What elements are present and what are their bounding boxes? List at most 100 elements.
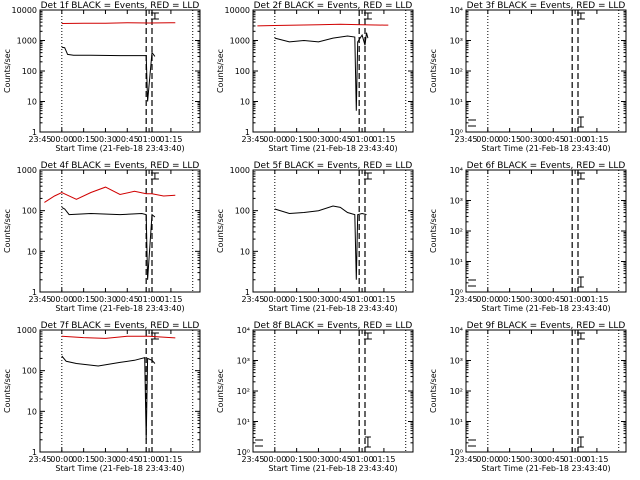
- edge-marker: [468, 279, 476, 287]
- x-tick-label: 01:15: [585, 295, 608, 304]
- x-tick-label: 23:45: [454, 455, 477, 464]
- panel-title: Det 6f BLACK = Events, RED = LLD: [467, 161, 626, 171]
- panel-9: Det 9f BLACK = Events, RED = LLD23:4500:…: [429, 321, 627, 473]
- plot-frame: [252, 9, 414, 133]
- edge-marker: [577, 436, 584, 448]
- bracket-marker: [576, 172, 585, 180]
- x-tick-label: 00:30: [520, 295, 543, 304]
- plot-frame: [39, 169, 201, 293]
- y-axis-label: Counts/sec: [216, 49, 225, 93]
- plot-frame: [252, 329, 414, 453]
- x-tick-label: 00:00: [263, 135, 286, 144]
- x-tick-label: 01:15: [159, 295, 182, 304]
- x-tick-label: 01:00: [351, 295, 374, 304]
- y-tick-label: 10²: [450, 67, 463, 76]
- x-tick-label: 00:15: [285, 455, 308, 464]
- x-tick-label: 23:45: [28, 135, 51, 144]
- x-tick-label: 00:45: [542, 455, 565, 464]
- plot-frame: [39, 329, 201, 453]
- y-axis-label: Counts/sec: [3, 49, 12, 93]
- y-tick-label: 1: [245, 128, 250, 137]
- y-tick-label: 100: [235, 67, 250, 76]
- bracket-marker: [363, 332, 372, 340]
- x-tick-label: 01:00: [138, 455, 161, 464]
- x-tick-label: 00:00: [476, 455, 499, 464]
- y-tick-label: 10⁰: [450, 288, 463, 297]
- panel-2: Det 2f BLACK = Events, RED = LLD23:4500:…: [216, 1, 414, 153]
- x-tick-label: 23:45: [241, 295, 264, 304]
- y-tick-label: 100: [22, 67, 37, 76]
- x-tick-label: 01:00: [564, 295, 587, 304]
- x-tick-label: 00:45: [542, 135, 565, 144]
- x-tick-label: 01:15: [159, 455, 182, 464]
- x-tick-label: 00:45: [116, 455, 139, 464]
- x-tick-label: 00:30: [307, 455, 330, 464]
- x-tick-label: 00:00: [50, 455, 73, 464]
- x-tick-label: 00:15: [285, 295, 308, 304]
- plot-frame: [465, 169, 627, 293]
- y-tick-label: 1: [32, 448, 37, 457]
- panel-title: Det 5f BLACK = Events, RED = LLD: [254, 161, 413, 171]
- plot-frame: [252, 169, 414, 293]
- x-tick-label: 00:15: [285, 135, 308, 144]
- x-tick-label: 00:30: [94, 455, 117, 464]
- y-axis-label: Counts/sec: [3, 209, 12, 253]
- x-tick-label: 00:00: [50, 295, 73, 304]
- y-tick-label: 10⁰: [450, 128, 463, 137]
- events-series-line: [274, 205, 367, 280]
- x-tick-label: 00:45: [116, 135, 139, 144]
- y-tick-label: 10: [240, 98, 250, 107]
- y-tick-label: 10¹: [450, 418, 463, 427]
- x-axis-label: Start Time (21-Feb-18 23:43:40): [268, 304, 397, 313]
- panel-title: Det 8f BLACK = Events, RED = LLD: [254, 321, 413, 331]
- x-tick-label: 00:15: [72, 135, 95, 144]
- x-tick-label: 00:45: [329, 135, 352, 144]
- panel-7: Det 7f BLACK = Events, RED = LLD23:4500:…: [3, 321, 201, 473]
- plot-frame: [465, 9, 627, 133]
- x-tick-label: 01:00: [564, 455, 587, 464]
- x-tick-label: 00:00: [476, 135, 499, 144]
- x-tick-label: 00:30: [520, 455, 543, 464]
- bracket-marker: [150, 12, 159, 20]
- y-tick-label: 10²: [450, 227, 463, 236]
- bracket-marker: [363, 12, 372, 20]
- y-axis-label: Counts/sec: [216, 369, 225, 413]
- y-tick-label: 10⁴: [237, 326, 250, 335]
- x-tick-label: 23:45: [241, 455, 264, 464]
- x-axis-label: Start Time (21-Feb-18 23:43:40): [55, 144, 184, 153]
- x-tick-label: 00:15: [72, 455, 95, 464]
- lld-series-line: [257, 23, 389, 27]
- x-axis-label: Start Time (21-Feb-18 23:43:40): [481, 144, 610, 153]
- x-tick-label: 01:00: [351, 455, 374, 464]
- x-tick-label: 01:15: [372, 295, 395, 304]
- x-tick-label: 01:15: [159, 135, 182, 144]
- events-series-line: [61, 46, 156, 102]
- x-tick-label: 00:30: [94, 295, 117, 304]
- bracket-marker: [150, 172, 159, 180]
- x-tick-label: 00:30: [520, 135, 543, 144]
- panel-6: Det 6f BLACK = Events, RED = LLD23:4500:…: [429, 161, 627, 313]
- x-axis-label: Start Time (21-Feb-18 23:43:40): [268, 144, 397, 153]
- bracket-marker: [363, 172, 372, 180]
- lld-series-line: [61, 22, 176, 24]
- x-tick-label: 00:00: [263, 295, 286, 304]
- x-tick-label: 01:15: [585, 455, 608, 464]
- y-tick-label: 1000: [230, 37, 250, 46]
- x-axis-label: Start Time (21-Feb-18 23:43:40): [481, 464, 610, 473]
- y-tick-label: 100: [22, 367, 37, 376]
- x-axis-label: Start Time (21-Feb-18 23:43:40): [268, 464, 397, 473]
- x-tick-label: 01:00: [138, 135, 161, 144]
- y-axis-label: Counts/sec: [429, 369, 438, 413]
- y-tick-label: 10000: [225, 6, 250, 15]
- edge-marker: [577, 276, 584, 288]
- x-axis-label: Start Time (21-Feb-18 23:43:40): [55, 304, 184, 313]
- x-axis-label: Start Time (21-Feb-18 23:43:40): [55, 464, 184, 473]
- panel-1: Det 1f BLACK = Events, RED = LLD23:4500:…: [3, 1, 201, 153]
- panel-title: Det 9f BLACK = Events, RED = LLD: [467, 321, 626, 331]
- y-tick-label: 1000: [230, 166, 250, 175]
- y-tick-label: 1: [32, 288, 37, 297]
- y-tick-label: 10000: [12, 6, 37, 15]
- lld-series-line: [61, 335, 176, 339]
- y-tick-label: 1: [245, 288, 250, 297]
- y-tick-label: 10³: [237, 357, 250, 366]
